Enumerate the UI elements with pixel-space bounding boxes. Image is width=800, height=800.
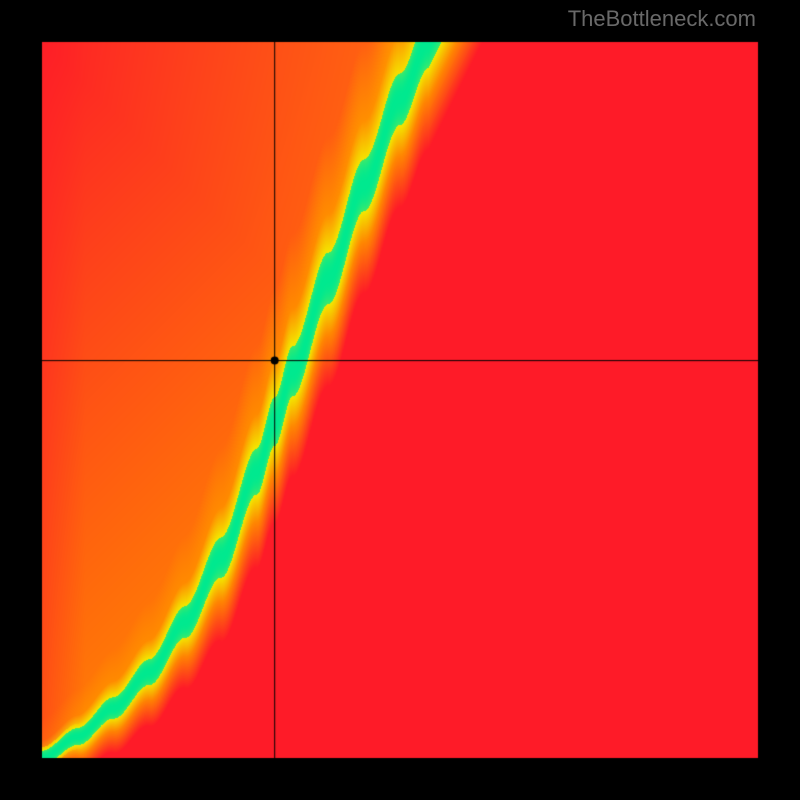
watermark-text: TheBottleneck.com [568,6,756,32]
heatmap-canvas [0,0,800,800]
chart-container: { "canvas": { "width": 800, "height": 80… [0,0,800,800]
